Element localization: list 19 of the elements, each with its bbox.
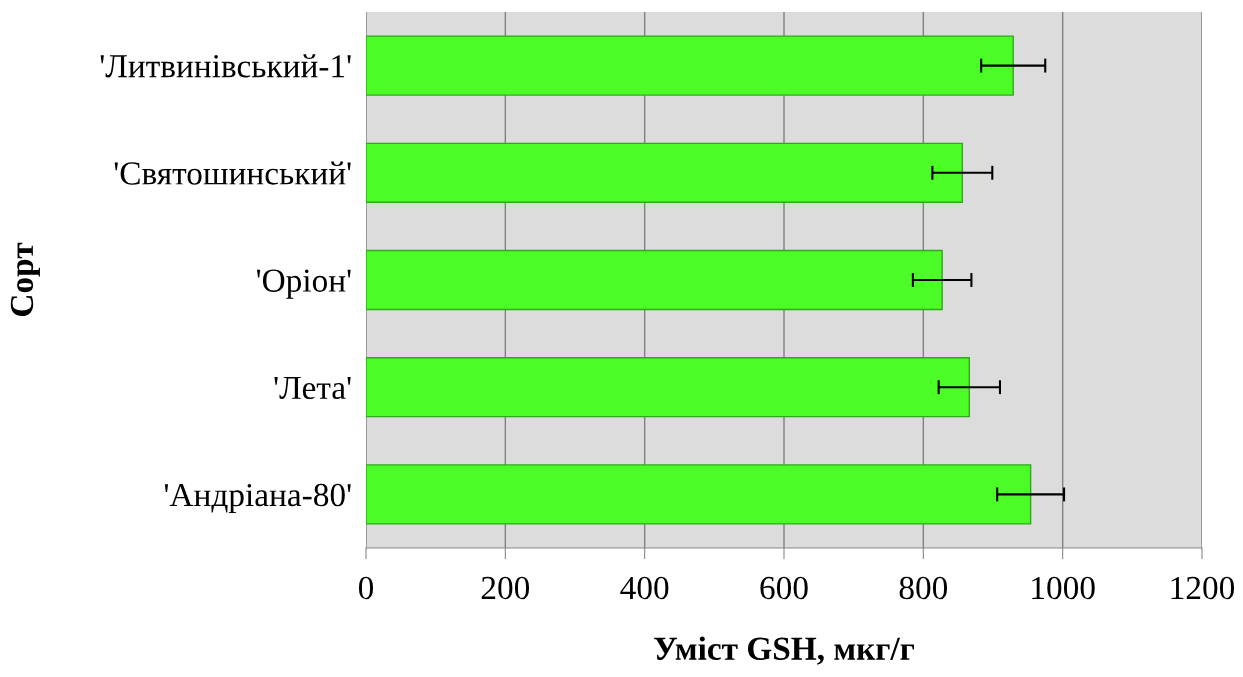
x-tick-label: 0 — [358, 576, 374, 600]
x-tick-label: 800 — [899, 576, 948, 600]
y-tick-label: 'Лета' — [274, 376, 351, 400]
x-tick-label: 400 — [620, 576, 669, 600]
y-tick-label: 'Литвинівський-1' — [100, 54, 351, 78]
y-axis-title: Сорт — [10, 242, 40, 316]
bar — [366, 249, 943, 311]
bar — [366, 357, 971, 418]
y-tick-label: 'Андріана-80' — [164, 483, 351, 514]
x-tick-label: 600 — [760, 576, 808, 600]
x-tick-label: 1200 — [1171, 576, 1235, 600]
y-tick-label: 'Оріон' — [257, 269, 351, 299]
x-tick-label: 1000 — [1032, 576, 1095, 600]
x-axis-title: Уміст GSH, мкг/г — [654, 636, 914, 665]
bar — [366, 35, 1014, 96]
bar — [366, 464, 1032, 525]
x-tick-label: 200 — [481, 576, 530, 600]
y-tick-label: 'Святошинський' — [114, 161, 351, 185]
bar — [366, 142, 964, 203]
